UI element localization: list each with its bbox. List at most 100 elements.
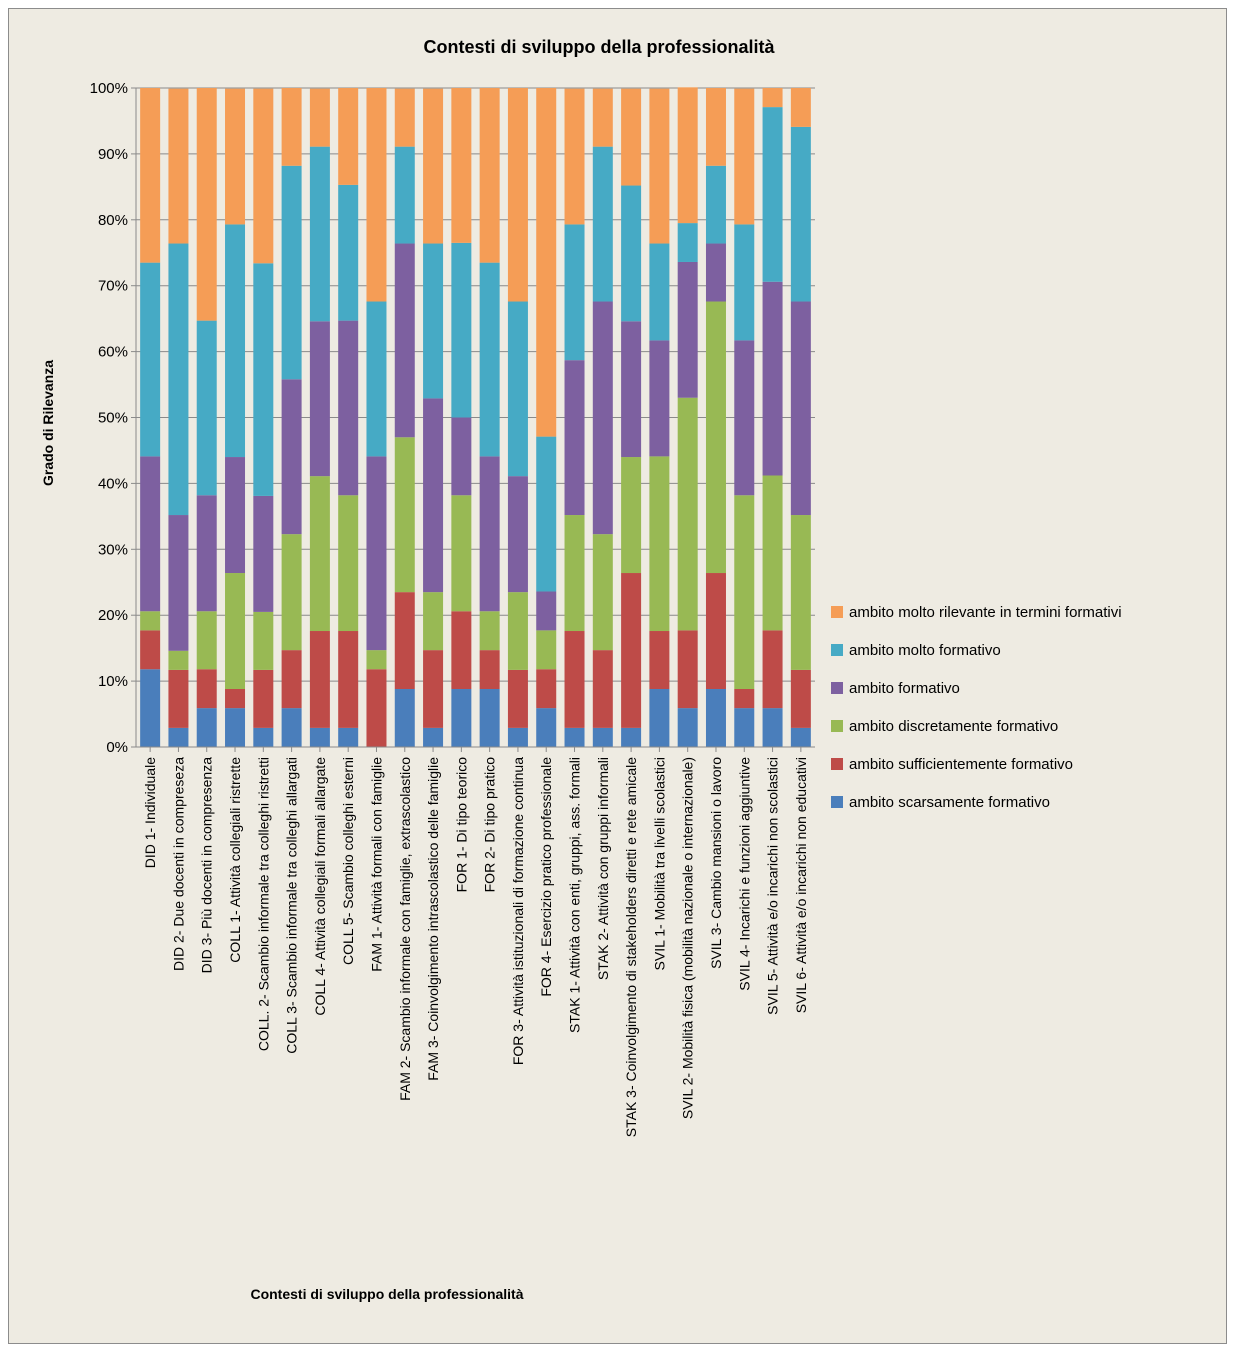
bar-segment bbox=[565, 515, 585, 631]
bar-segment bbox=[168, 651, 188, 670]
bar-segment bbox=[423, 650, 443, 728]
bar-segment bbox=[734, 89, 754, 225]
bar-segment bbox=[763, 88, 783, 107]
bar-segment bbox=[649, 689, 669, 747]
bar-segment bbox=[366, 650, 386, 669]
bar-segment bbox=[508, 728, 528, 747]
bar-segment bbox=[593, 89, 613, 147]
bar-segment bbox=[140, 456, 160, 611]
bar-segment bbox=[536, 630, 556, 669]
bar-segment bbox=[763, 708, 783, 747]
bar-segment bbox=[649, 456, 669, 631]
bar-segment bbox=[791, 127, 811, 302]
bar-segment bbox=[140, 669, 160, 747]
bar-segment bbox=[366, 302, 386, 457]
legend-swatch bbox=[831, 796, 843, 808]
bar-segment bbox=[338, 631, 358, 728]
x-tick-label: COLL 1- Attività collegiali ristrette bbox=[227, 757, 243, 963]
bar-segment bbox=[791, 515, 811, 670]
x-tick-label: FOR 2- Di tipo pratico bbox=[482, 757, 498, 893]
bar-segment bbox=[395, 89, 415, 147]
x-tick-label: STAK 1- Attività con enti, gruppi, ass. … bbox=[567, 757, 583, 1033]
bar-segment bbox=[395, 244, 415, 438]
bar-segment bbox=[480, 611, 500, 650]
bar-segment bbox=[338, 495, 358, 631]
bar-segment bbox=[706, 166, 726, 244]
bar-segment bbox=[649, 340, 669, 456]
x-axis-tick-labels: DID 1- Individuale DID 2- Due docenti in … bbox=[142, 747, 809, 1137]
bar-segment bbox=[621, 728, 641, 747]
x-axis-title: Contesti di sviluppo della professionali… bbox=[250, 1286, 523, 1302]
bar-segment bbox=[593, 534, 613, 650]
x-tick-label: DID 1- Individuale bbox=[142, 757, 158, 868]
bar-segment bbox=[593, 728, 613, 747]
bar-segment bbox=[282, 379, 302, 534]
bar-segment bbox=[197, 611, 217, 669]
y-tick-label: 0% bbox=[106, 739, 128, 756]
x-tick-label: SVIL 6- Attività e/o incarichi non educa… bbox=[793, 757, 809, 1013]
bar-segment bbox=[423, 398, 443, 592]
bar-segment bbox=[480, 88, 500, 263]
bar-segment bbox=[706, 689, 726, 747]
bar-segment bbox=[706, 302, 726, 574]
bar-segment bbox=[168, 89, 188, 244]
legend-label: ambito formativo bbox=[849, 680, 960, 697]
y-tick-label: 80% bbox=[98, 212, 128, 229]
bar-segment bbox=[225, 689, 245, 708]
bar-segment bbox=[451, 418, 471, 496]
bar-segment bbox=[253, 496, 273, 612]
bar-segment bbox=[310, 728, 330, 747]
bar-segment bbox=[197, 708, 217, 747]
bar-segment bbox=[451, 495, 471, 611]
x-tick-label: FOR 3- Attività istituzionali di formazi… bbox=[510, 757, 526, 1065]
y-tick-label: 50% bbox=[98, 410, 128, 427]
bar-segment bbox=[480, 689, 500, 747]
bar-segment bbox=[253, 89, 273, 264]
bar-segment bbox=[366, 456, 386, 650]
bar-segment bbox=[791, 88, 811, 127]
bar-segment bbox=[140, 88, 160, 263]
legend-label: ambito sufficientemente formativo bbox=[849, 756, 1073, 773]
bar-segment bbox=[282, 534, 302, 650]
bar-segment bbox=[197, 495, 217, 611]
bar-segment bbox=[678, 262, 698, 398]
bar-segment bbox=[508, 302, 528, 477]
bar-segment bbox=[565, 89, 585, 225]
bar-segment bbox=[621, 573, 641, 728]
legend-label: ambito molto formativo bbox=[849, 642, 1001, 659]
bar-segment bbox=[338, 185, 358, 321]
bar-segment bbox=[734, 708, 754, 747]
y-tick-label: 60% bbox=[98, 344, 128, 361]
legend-swatch bbox=[831, 682, 843, 694]
bar-segment bbox=[706, 88, 726, 166]
bar-segment bbox=[678, 708, 698, 747]
y-axis-ticks: 0% 10% 20% 30% 40% 50% 60% 70% 80% 90% 100% bbox=[90, 80, 136, 756]
bar-segment bbox=[734, 340, 754, 495]
y-tick-label: 20% bbox=[98, 607, 128, 624]
bar-segment bbox=[366, 88, 386, 302]
bar-segment bbox=[310, 147, 330, 322]
legend-label: ambito scarsamente formativo bbox=[849, 794, 1050, 811]
bar-segment bbox=[593, 650, 613, 728]
bar-segment bbox=[282, 166, 302, 380]
bar-segment bbox=[225, 708, 245, 747]
x-tick-label: SVIL 2- Mobilità fisica (mobilità nazion… bbox=[680, 757, 696, 1119]
bar-segment bbox=[678, 398, 698, 631]
y-axis-title: Grado di Rilevanza bbox=[40, 360, 56, 486]
bar-segment bbox=[395, 147, 415, 244]
bar-segment bbox=[310, 89, 330, 147]
bar-segment bbox=[480, 650, 500, 689]
x-tick-label: STAK 2- Attività con gruppi informali bbox=[595, 757, 611, 980]
y-tick-label: 10% bbox=[98, 673, 128, 690]
bar-segment bbox=[253, 670, 273, 728]
bar-segment bbox=[168, 728, 188, 747]
bar-segment bbox=[366, 669, 386, 747]
bar-segment bbox=[225, 573, 245, 689]
x-tick-label: COLL 5- Scambio colleghi esterni bbox=[340, 757, 356, 965]
x-tick-label: COLL 3- Scambio informale tra colleghi a… bbox=[284, 757, 300, 1054]
x-tick-label: DID 3- Più docenti in compresenza bbox=[199, 757, 215, 974]
bar-segment bbox=[508, 670, 528, 728]
bar-segment bbox=[565, 728, 585, 747]
x-tick-label: FAM 2- Scambio informale con famiglie, e… bbox=[397, 757, 413, 1101]
x-tick-label: COLL 4- Attività collegiali formali alla… bbox=[312, 757, 328, 1016]
